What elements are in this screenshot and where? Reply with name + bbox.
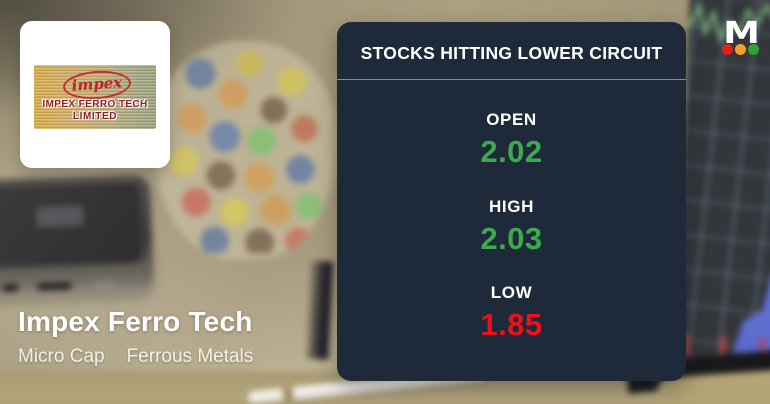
company-name: Impex Ferro Tech: [18, 306, 253, 337]
tag-sector: Ferrous Metals: [126, 346, 254, 367]
phone-clock-glow: [36, 205, 84, 228]
candy-jar: [155, 40, 336, 260]
stat-high-value: 2.03: [480, 220, 543, 256]
brand-dot-green: [748, 44, 759, 55]
tag-market-cap: Micro Cap: [18, 346, 105, 367]
stat-open: OPEN 2.02: [337, 110, 686, 170]
brand-dots: [722, 44, 759, 55]
logo-oval-emblem: impex: [62, 68, 132, 102]
green-price-line: [687, 1, 770, 45]
stats-panel: STOCKS HITTING LOWER CIRCUIT OPEN 2.02 H…: [337, 22, 686, 381]
company-tags: Micro Cap Ferrous Metals: [18, 346, 253, 368]
phone: [0, 174, 154, 299]
brand-m-letter: M: [723, 14, 760, 51]
stat-low-label: LOW: [490, 282, 533, 302]
brand-dot-orange: [735, 44, 746, 55]
stat-open-value: 2.02: [480, 134, 543, 170]
panel-divider: [337, 79, 686, 80]
stat-open-label: OPEN: [486, 110, 537, 130]
jar-glass: [155, 40, 336, 260]
phone-connector: [93, 280, 115, 289]
stock-chart-monitor: [672, 0, 770, 393]
brand-watermark: M: [722, 14, 760, 55]
stat-low-value: 1.85: [480, 306, 543, 342]
company-logo: impex IMPEX FERRO TECH LIMITED: [34, 65, 156, 129]
company-logo-card: impex IMPEX FERRO TECH LIMITED: [20, 21, 170, 168]
logo-company-line1: IMPEX FERRO TECH: [42, 99, 148, 110]
candies: [161, 46, 329, 253]
stat-high-label: HIGH: [489, 196, 534, 216]
stat-low: LOW 1.85: [337, 283, 686, 343]
phone-speaker: [36, 282, 72, 291]
pencil-ring: [281, 387, 294, 402]
logo-company-line2: LIMITED: [72, 111, 118, 122]
stat-high: HIGH 2.03: [337, 197, 686, 257]
company-info: Impex Ferro Tech Micro Cap Ferrous Metal…: [18, 306, 253, 368]
logo-script-text: impex: [71, 73, 123, 95]
stats-list: OPEN 2.02 HIGH 2.03 LOW 1.85: [337, 80, 686, 381]
panel-title: STOCKS HITTING LOWER CIRCUIT: [360, 43, 663, 63]
propped-device-edge: [303, 260, 334, 360]
phone-port: [2, 284, 19, 292]
brand-dot-red: [722, 44, 733, 55]
